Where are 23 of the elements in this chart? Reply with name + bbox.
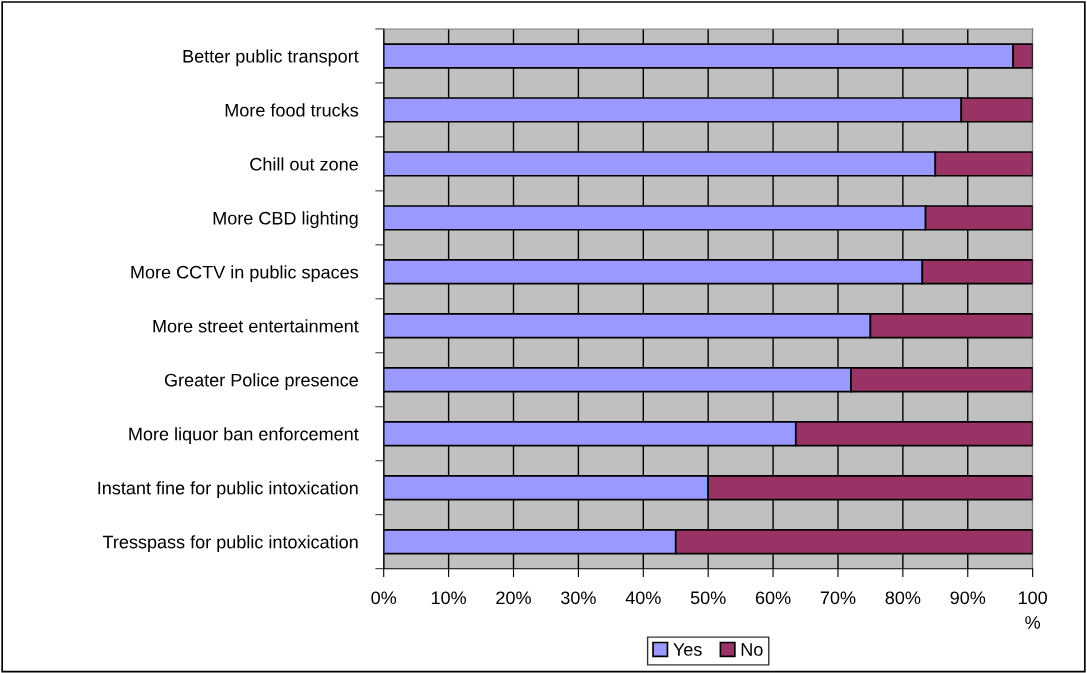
y-tick-label: More street entertainment: [153, 319, 359, 333]
x-tick-label: 50%: [690, 591, 726, 605]
legend-label: No: [741, 643, 763, 656]
y-tick-label: Tresspass for public intoxication: [102, 535, 358, 552]
x-tick-label: 70%: [820, 591, 856, 605]
x-tick-label: 20%: [496, 591, 531, 605]
x-tick-label: 90%: [950, 591, 986, 605]
x-tick-label: 10%: [431, 591, 467, 605]
x-tick-label: 80%: [885, 591, 921, 605]
y-tick-label: More liquor ban enforcement: [129, 427, 359, 445]
x-tick-label: 60%: [755, 591, 791, 605]
y-tick-label: More food trucks: [225, 103, 359, 117]
x-tick-label: 100 %: [1018, 591, 1048, 629]
y-tick-label: More CBD lighting: [213, 211, 358, 229]
y-tick-label: More CCTV in public spaces: [131, 265, 359, 283]
y-tick-label: Greater Police presence: [164, 373, 358, 391]
y-tick-label: Instant fine for public intoxication: [98, 481, 358, 499]
legend-label: Yes: [673, 643, 702, 656]
y-tick-label: Chill out zone: [250, 157, 358, 171]
x-tick-label: 30%: [561, 591, 596, 605]
x-tick-label: 0%: [371, 591, 397, 605]
x-tick-label: 40%: [625, 591, 661, 605]
y-tick-label: Better public transport: [183, 49, 359, 67]
